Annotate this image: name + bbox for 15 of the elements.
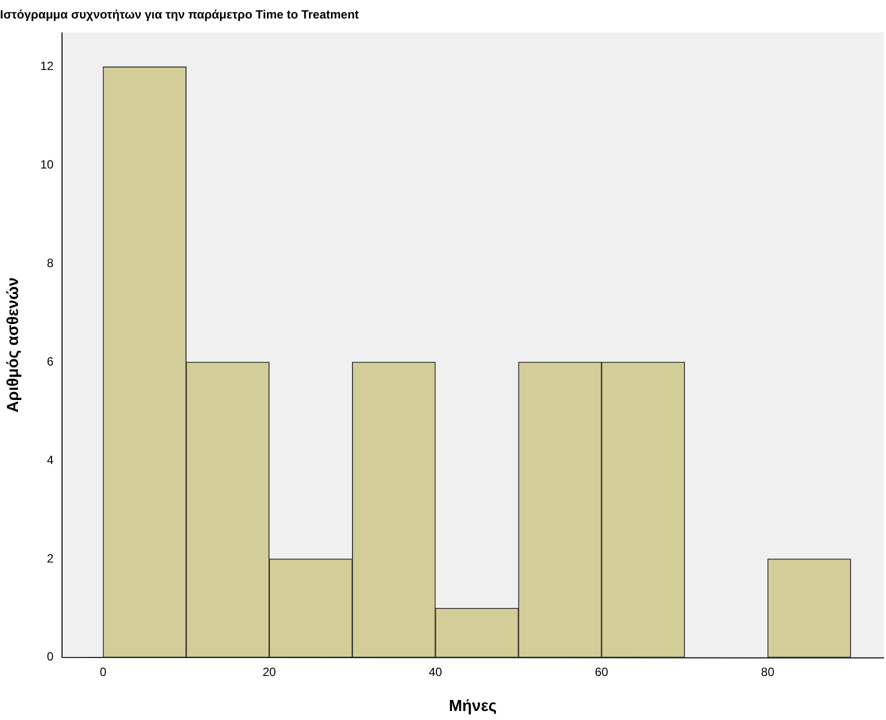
x-tick-label: 80 [761, 664, 775, 679]
y-tick-label: 4 [46, 452, 54, 467]
y-tick-label: 12 [40, 59, 54, 74]
y-tick-label: 8 [46, 256, 54, 270]
y-axis-title: Αριθμός ασθενών [5, 277, 22, 413]
y-tick-label: 2 [46, 551, 54, 566]
x-axis-title: Μήνες [448, 698, 497, 715]
y-tick-label: 0 [46, 650, 54, 664]
x-tick-label: 0 [100, 664, 107, 679]
chart-title: Ιστόγραμμα συχνοτήτων για την παράμετρο Time to Treatment [0, 8, 359, 22]
x-tick-label: 20 [262, 664, 276, 679]
x-tick-label: 40 [428, 664, 442, 679]
y-tick-label: 6 [46, 354, 54, 368]
y-tick-label: 10 [40, 158, 54, 172]
x-tick-label: 60 [594, 664, 609, 679]
